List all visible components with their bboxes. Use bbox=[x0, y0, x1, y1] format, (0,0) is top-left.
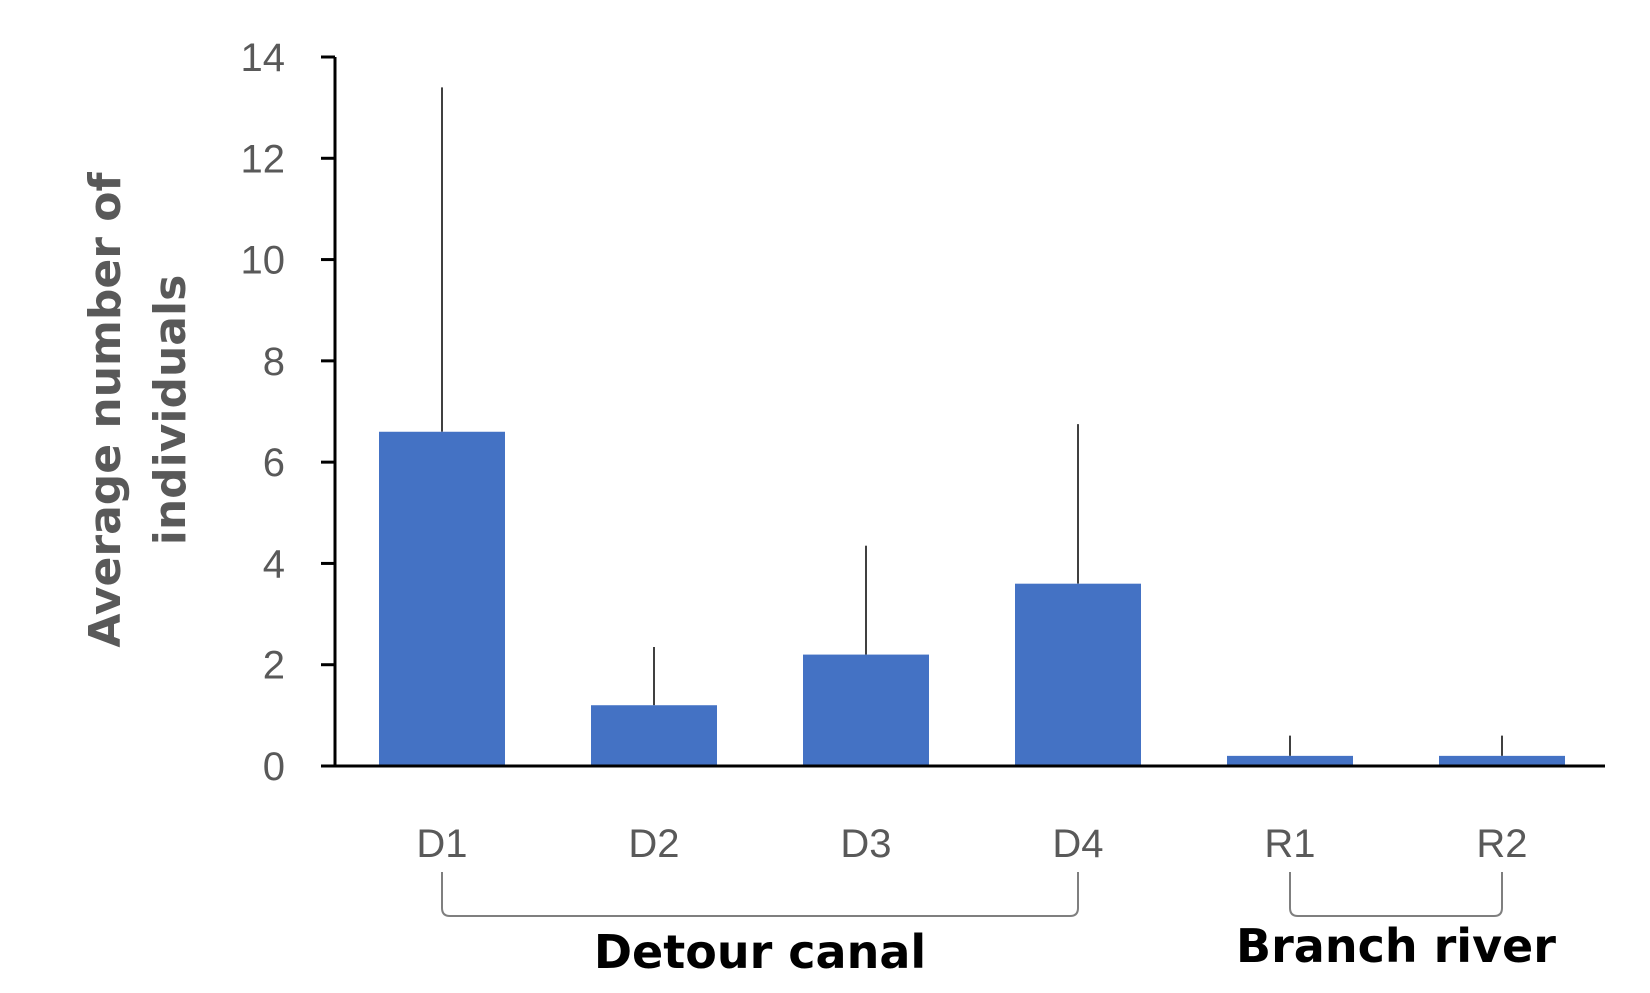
bar-d4 bbox=[1015, 583, 1141, 766]
bar-d2 bbox=[591, 705, 717, 766]
x-tick-label-d3: D3 bbox=[840, 822, 891, 866]
y-tick-label-8: 8 bbox=[263, 340, 285, 384]
y-axis-title-line-1: Average number of bbox=[80, 172, 131, 648]
bar-d3 bbox=[803, 654, 929, 766]
y-tick-label-12: 12 bbox=[241, 137, 286, 181]
group-bracket-branch-river bbox=[1289, 872, 1503, 917]
group-bracket-detour-canal bbox=[441, 872, 1079, 917]
y-tick-label-0: 0 bbox=[263, 745, 285, 789]
x-axis: D1 D2 D3 D4 R1 R2 bbox=[335, 764, 1605, 866]
y-tick-label-2: 2 bbox=[263, 644, 285, 688]
bar-d1 bbox=[379, 431, 505, 766]
category-groups: Detour canal Branch river bbox=[441, 872, 1556, 979]
error-bars bbox=[441, 87, 1503, 756]
y-tick-label-4: 4 bbox=[263, 542, 285, 586]
group-label-branch-river: Branch river bbox=[1236, 919, 1556, 973]
bar-r1 bbox=[1227, 755, 1353, 766]
y-axis: 0 2 4 6 8 10 12 14 bbox=[241, 36, 337, 789]
y-tick-label-14: 14 bbox=[241, 36, 286, 80]
x-tick-label-r2: R2 bbox=[1476, 822, 1527, 866]
y-axis-title: Average number of individuals bbox=[80, 172, 196, 648]
bar-r2 bbox=[1439, 755, 1565, 766]
y-axis-title-line-2: individuals bbox=[145, 275, 196, 546]
y-tick-label-6: 6 bbox=[263, 441, 285, 485]
group-label-detour-canal: Detour canal bbox=[594, 925, 926, 979]
x-tick-label-d1: D1 bbox=[416, 822, 467, 866]
bars bbox=[379, 431, 1565, 766]
x-tick-label-r1: R1 bbox=[1264, 822, 1315, 866]
x-tick-label-d2: D2 bbox=[628, 822, 679, 866]
y-tick-label-10: 10 bbox=[241, 239, 286, 283]
x-tick-label-d4: D4 bbox=[1052, 822, 1103, 866]
